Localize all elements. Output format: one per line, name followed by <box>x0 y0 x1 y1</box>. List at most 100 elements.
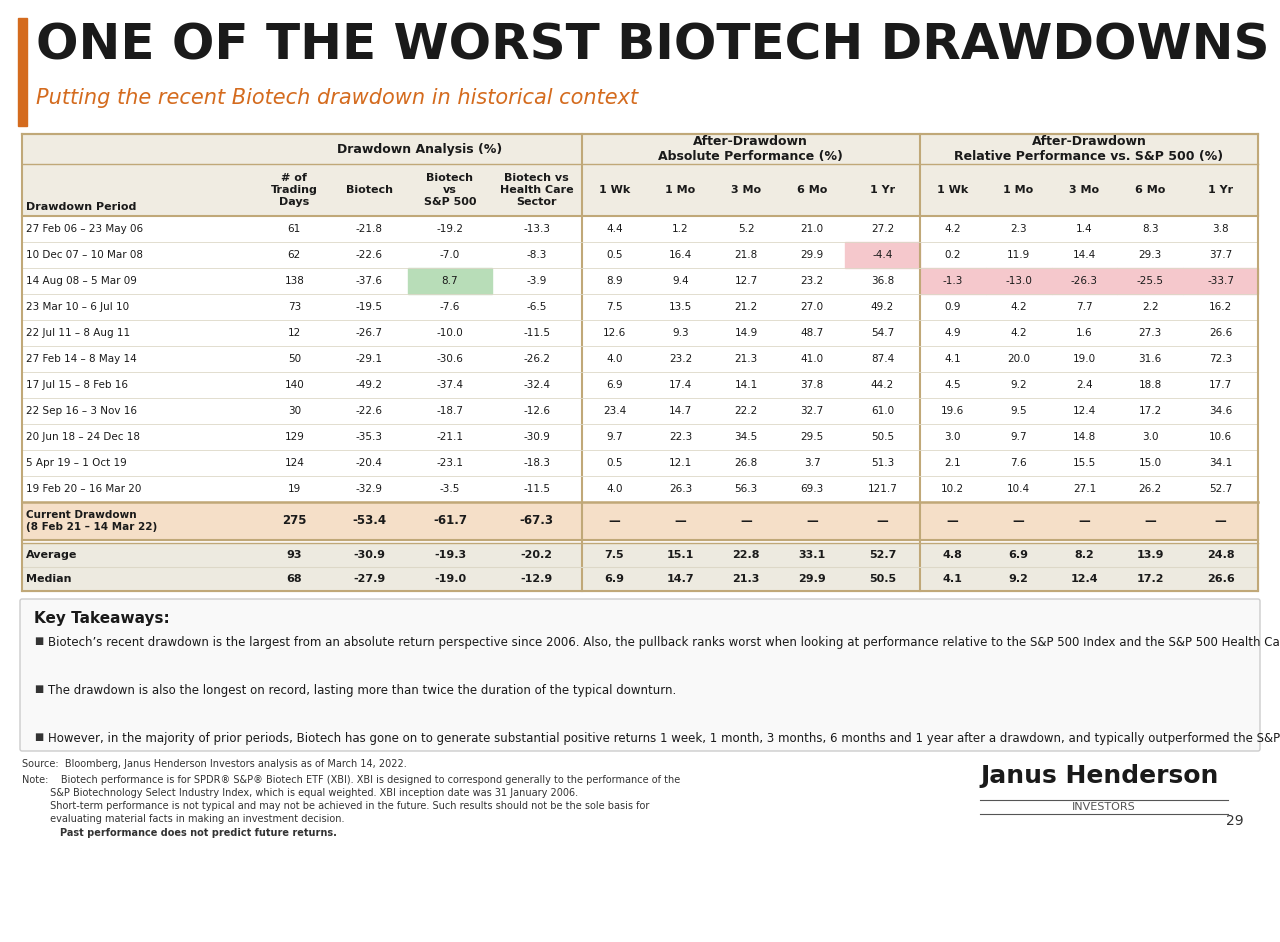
Text: 29.5: 29.5 <box>800 432 824 442</box>
Bar <box>22 242 1258 268</box>
Bar <box>22 450 1258 476</box>
Text: 6.9: 6.9 <box>604 574 625 584</box>
Text: 21.8: 21.8 <box>735 250 758 260</box>
Text: 23.2: 23.2 <box>800 276 824 286</box>
Bar <box>986 268 1051 294</box>
Text: 29.9: 29.9 <box>800 250 824 260</box>
Text: 19.0: 19.0 <box>1073 354 1096 364</box>
Text: ■: ■ <box>35 636 44 646</box>
Text: -26.2: -26.2 <box>524 354 550 364</box>
Text: 21.2: 21.2 <box>735 302 758 312</box>
Text: 48.7: 48.7 <box>800 328 824 338</box>
Text: -19.0: -19.0 <box>434 574 466 584</box>
Text: 6.9: 6.9 <box>607 380 623 390</box>
Text: 124: 124 <box>284 458 305 468</box>
Bar <box>920 268 986 294</box>
Text: 8.7: 8.7 <box>442 276 458 286</box>
Text: 5 Apr 19 – 1 Oct 19: 5 Apr 19 – 1 Oct 19 <box>26 458 127 468</box>
Text: 1.2: 1.2 <box>672 224 689 234</box>
Text: 17 Jul 15 – 8 Feb 16: 17 Jul 15 – 8 Feb 16 <box>26 380 128 390</box>
Text: 26.8: 26.8 <box>735 458 758 468</box>
Bar <box>22 134 1258 216</box>
Text: 10.2: 10.2 <box>941 484 964 494</box>
Text: -11.5: -11.5 <box>524 328 550 338</box>
Bar <box>22 268 1258 294</box>
Text: -11.5: -11.5 <box>524 484 550 494</box>
Text: 26.3: 26.3 <box>668 484 692 494</box>
Text: 8.3: 8.3 <box>1142 224 1158 234</box>
Text: 14 Aug 08 – 5 Mar 09: 14 Aug 08 – 5 Mar 09 <box>26 276 137 286</box>
Bar <box>22 476 1258 502</box>
Text: —: — <box>877 514 888 528</box>
Text: 29.9: 29.9 <box>799 574 826 584</box>
Text: -26.7: -26.7 <box>356 328 383 338</box>
Text: 0.9: 0.9 <box>945 302 961 312</box>
Text: Biotech vs
Health Care
Sector: Biotech vs Health Care Sector <box>500 173 573 206</box>
Text: 12.7: 12.7 <box>735 276 758 286</box>
Text: -12.6: -12.6 <box>524 406 550 416</box>
Text: Short-term performance is not typical and may not be achieved in the future. Suc: Short-term performance is not typical an… <box>22 801 649 811</box>
Text: 0.2: 0.2 <box>945 250 961 260</box>
Text: 140: 140 <box>284 380 305 390</box>
Text: 2.2: 2.2 <box>1142 302 1158 312</box>
Text: 8.2: 8.2 <box>1074 550 1094 560</box>
Bar <box>22 502 1258 540</box>
Text: -32.4: -32.4 <box>524 380 550 390</box>
Bar <box>1051 268 1117 294</box>
Text: 2.1: 2.1 <box>945 458 961 468</box>
Text: 21.3: 21.3 <box>735 354 758 364</box>
Bar <box>22 372 1258 398</box>
Text: Biotech’s recent drawdown is the largest from an absolute return perspective sin: Biotech’s recent drawdown is the largest… <box>49 636 1280 649</box>
Text: 52.7: 52.7 <box>869 550 896 560</box>
Text: -7.0: -7.0 <box>440 250 460 260</box>
Text: 7.5: 7.5 <box>607 302 623 312</box>
Text: 3.0: 3.0 <box>1142 432 1158 442</box>
Text: ■: ■ <box>35 684 44 694</box>
Text: 23 Mar 10 – 6 Jul 10: 23 Mar 10 – 6 Jul 10 <box>26 302 129 312</box>
Text: -20.2: -20.2 <box>521 550 553 560</box>
Text: 17.7: 17.7 <box>1210 380 1233 390</box>
Text: 87.4: 87.4 <box>870 354 893 364</box>
Text: 68: 68 <box>287 574 302 584</box>
Text: 27.3: 27.3 <box>1139 328 1162 338</box>
Text: 11.9: 11.9 <box>1007 250 1030 260</box>
Text: -27.9: -27.9 <box>353 574 385 584</box>
Bar <box>22 320 1258 346</box>
Bar <box>22 424 1258 450</box>
Text: 14.7: 14.7 <box>668 406 692 416</box>
Text: -22.6: -22.6 <box>356 250 383 260</box>
Text: -32.9: -32.9 <box>356 484 383 494</box>
Text: 0.5: 0.5 <box>607 458 623 468</box>
Bar <box>22 346 1258 372</box>
Text: 93: 93 <box>287 550 302 560</box>
Text: 5.2: 5.2 <box>739 224 754 234</box>
Text: 4.5: 4.5 <box>945 380 961 390</box>
Text: 19: 19 <box>288 484 301 494</box>
Text: -26.3: -26.3 <box>1071 276 1098 286</box>
Bar <box>408 268 492 294</box>
Text: 6 Mo: 6 Mo <box>1135 185 1166 195</box>
Text: -61.7: -61.7 <box>433 514 467 528</box>
Text: 1 Yr: 1 Yr <box>1208 185 1233 195</box>
Text: 27 Feb 06 – 23 May 06: 27 Feb 06 – 23 May 06 <box>26 224 143 234</box>
Text: ■: ■ <box>35 732 44 742</box>
Text: -37.6: -37.6 <box>356 276 383 286</box>
Bar <box>22 294 1258 320</box>
Text: 49.2: 49.2 <box>870 302 893 312</box>
Text: 12.1: 12.1 <box>668 458 692 468</box>
Text: 9.4: 9.4 <box>672 276 689 286</box>
FancyBboxPatch shape <box>20 599 1260 751</box>
Text: 3.7: 3.7 <box>804 458 820 468</box>
Text: 15.5: 15.5 <box>1073 458 1096 468</box>
Text: —: — <box>1012 514 1024 528</box>
Text: 22.3: 22.3 <box>668 432 692 442</box>
Text: —: — <box>947 514 959 528</box>
Text: 73: 73 <box>288 302 301 312</box>
Text: However, in the majority of prior periods, Biotech has gone on to generate subst: However, in the majority of prior period… <box>49 732 1280 745</box>
Text: 1 Mo: 1 Mo <box>1004 185 1034 195</box>
Text: 69.3: 69.3 <box>800 484 824 494</box>
Text: 32.7: 32.7 <box>800 406 824 416</box>
Text: 30: 30 <box>288 406 301 416</box>
Text: After-Drawdown
Absolute Performance (%): After-Drawdown Absolute Performance (%) <box>658 135 844 163</box>
Text: -13.0: -13.0 <box>1005 276 1032 286</box>
